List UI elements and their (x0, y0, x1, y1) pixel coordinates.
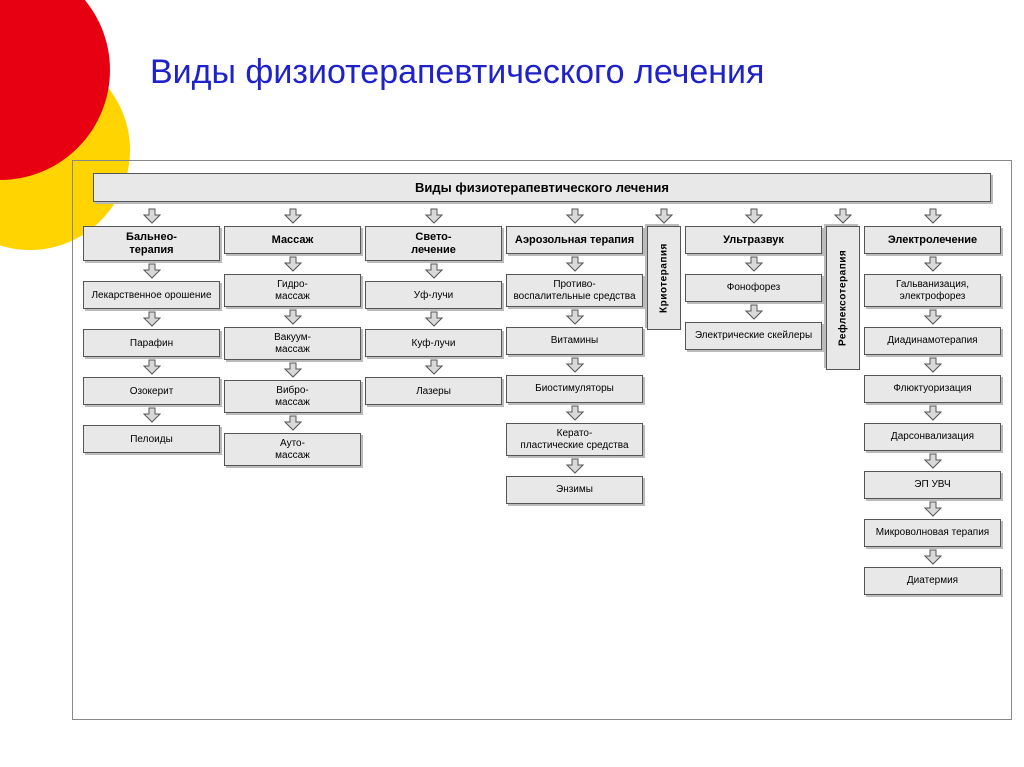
diagram-columns: Бальнео-терапия Лекарственное орошение П… (79, 206, 1005, 595)
arrow-down-icon (284, 362, 302, 378)
column-cryo: Криотерапия (647, 206, 681, 330)
arrow-down-icon (566, 309, 584, 325)
arrow-down-icon (924, 453, 942, 469)
arrow-down-icon (284, 415, 302, 431)
arrow-down-icon (924, 549, 942, 565)
arrow-down-icon (924, 208, 942, 224)
category-cryo: Криотерапия (647, 226, 681, 330)
arrow-down-icon (745, 304, 763, 320)
item-aerosol-1: Витамины (506, 327, 643, 355)
arrow-down-icon (924, 256, 942, 272)
arrow-down-icon (425, 311, 443, 327)
item-balneotherapy-2: Озокерит (83, 377, 220, 405)
item-electro-2: Флюктуоризация (864, 375, 1001, 403)
item-aerosol-0: Противо-воспалительные средства (506, 274, 643, 307)
item-massage-0: Гидро-массаж (224, 274, 361, 307)
arrow-down-icon (655, 208, 673, 224)
category-electro: Электролечение (864, 226, 1001, 254)
column-ultrasound: Ультразвук Фонофорез Электрические скейл… (685, 206, 822, 350)
arrow-down-icon (143, 311, 161, 327)
item-electro-0: Гальванизация, электрофорез (864, 274, 1001, 307)
arrow-down-icon (284, 309, 302, 325)
column-electro: Электролечение Гальванизация, электрофор… (864, 206, 1001, 595)
item-electro-4: ЭП УВЧ (864, 471, 1001, 499)
arrow-down-icon (143, 407, 161, 423)
arrow-down-icon (745, 208, 763, 224)
arrow-down-icon (425, 359, 443, 375)
category-balneotherapy: Бальнео-терапия (83, 226, 220, 261)
diagram-frame: Виды физиотерапевтического лечения Бальн… (72, 160, 1012, 720)
arrow-down-icon (425, 263, 443, 279)
item-massage-3: Ауто-массаж (224, 433, 361, 466)
arrow-down-icon (284, 256, 302, 272)
item-electro-5: Микроволновая терапия (864, 519, 1001, 547)
item-light-0: Уф-лучи (365, 281, 502, 309)
item-light-1: Куф-лучи (365, 329, 502, 357)
arrow-down-icon (566, 256, 584, 272)
arrow-down-icon (425, 208, 443, 224)
item-electro-1: Диадинамотерапия (864, 327, 1001, 355)
item-massage-1: Вакуум-массаж (224, 327, 361, 360)
item-ultrasound-1: Электрические скейлеры (685, 322, 822, 350)
item-electro-3: Дарсонвализация (864, 423, 1001, 451)
slide-title: Виды физиотерапевтического лечения (150, 52, 910, 93)
arrow-down-icon (566, 208, 584, 224)
arrow-down-icon (566, 405, 584, 421)
arrow-down-icon (143, 359, 161, 375)
column-massage: Массаж Гидро-массаж Вакуум-массаж Вибро-… (224, 206, 361, 466)
category-reflex: Рефлексотерапия (826, 226, 860, 370)
arrow-down-icon (834, 208, 852, 224)
arrow-down-icon (143, 263, 161, 279)
item-light-2: Лазеры (365, 377, 502, 405)
column-aerosol: Аэрозольная терапия Противо-воспалительн… (506, 206, 643, 504)
item-aerosol-3: Керато-пластические средства (506, 423, 643, 456)
arrow-down-icon (924, 309, 942, 325)
arrow-down-icon (745, 256, 763, 272)
category-light: Свето-лечение (365, 226, 502, 261)
column-reflex: Рефлексотерапия (826, 206, 860, 370)
arrow-down-icon (566, 357, 584, 373)
column-light: Свето-лечение Уф-лучи Куф-лучи Лазеры (365, 206, 502, 405)
item-aerosol-4: Энзимы (506, 476, 643, 504)
item-balneotherapy-0: Лекарственное орошение (83, 281, 220, 309)
arrow-down-icon (924, 405, 942, 421)
category-ultrasound: Ультразвук (685, 226, 822, 254)
category-aerosol: Аэрозольная терапия (506, 226, 643, 254)
arrow-down-icon (284, 208, 302, 224)
arrow-down-icon (924, 357, 942, 373)
item-balneotherapy-1: Парафин (83, 329, 220, 357)
item-aerosol-2: Биостимуляторы (506, 375, 643, 403)
column-balneotherapy: Бальнео-терапия Лекарственное орошение П… (83, 206, 220, 453)
arrow-down-icon (924, 501, 942, 517)
arrow-down-icon (143, 208, 161, 224)
item-electro-6: Диатермия (864, 567, 1001, 595)
diagram-header: Виды физиотерапевтического лечения (93, 173, 992, 202)
item-massage-2: Вибро-массаж (224, 380, 361, 413)
category-massage: Массаж (224, 226, 361, 254)
item-balneotherapy-3: Пелоиды (83, 425, 220, 453)
item-ultrasound-0: Фонофорез (685, 274, 822, 302)
arrow-down-icon (566, 458, 584, 474)
